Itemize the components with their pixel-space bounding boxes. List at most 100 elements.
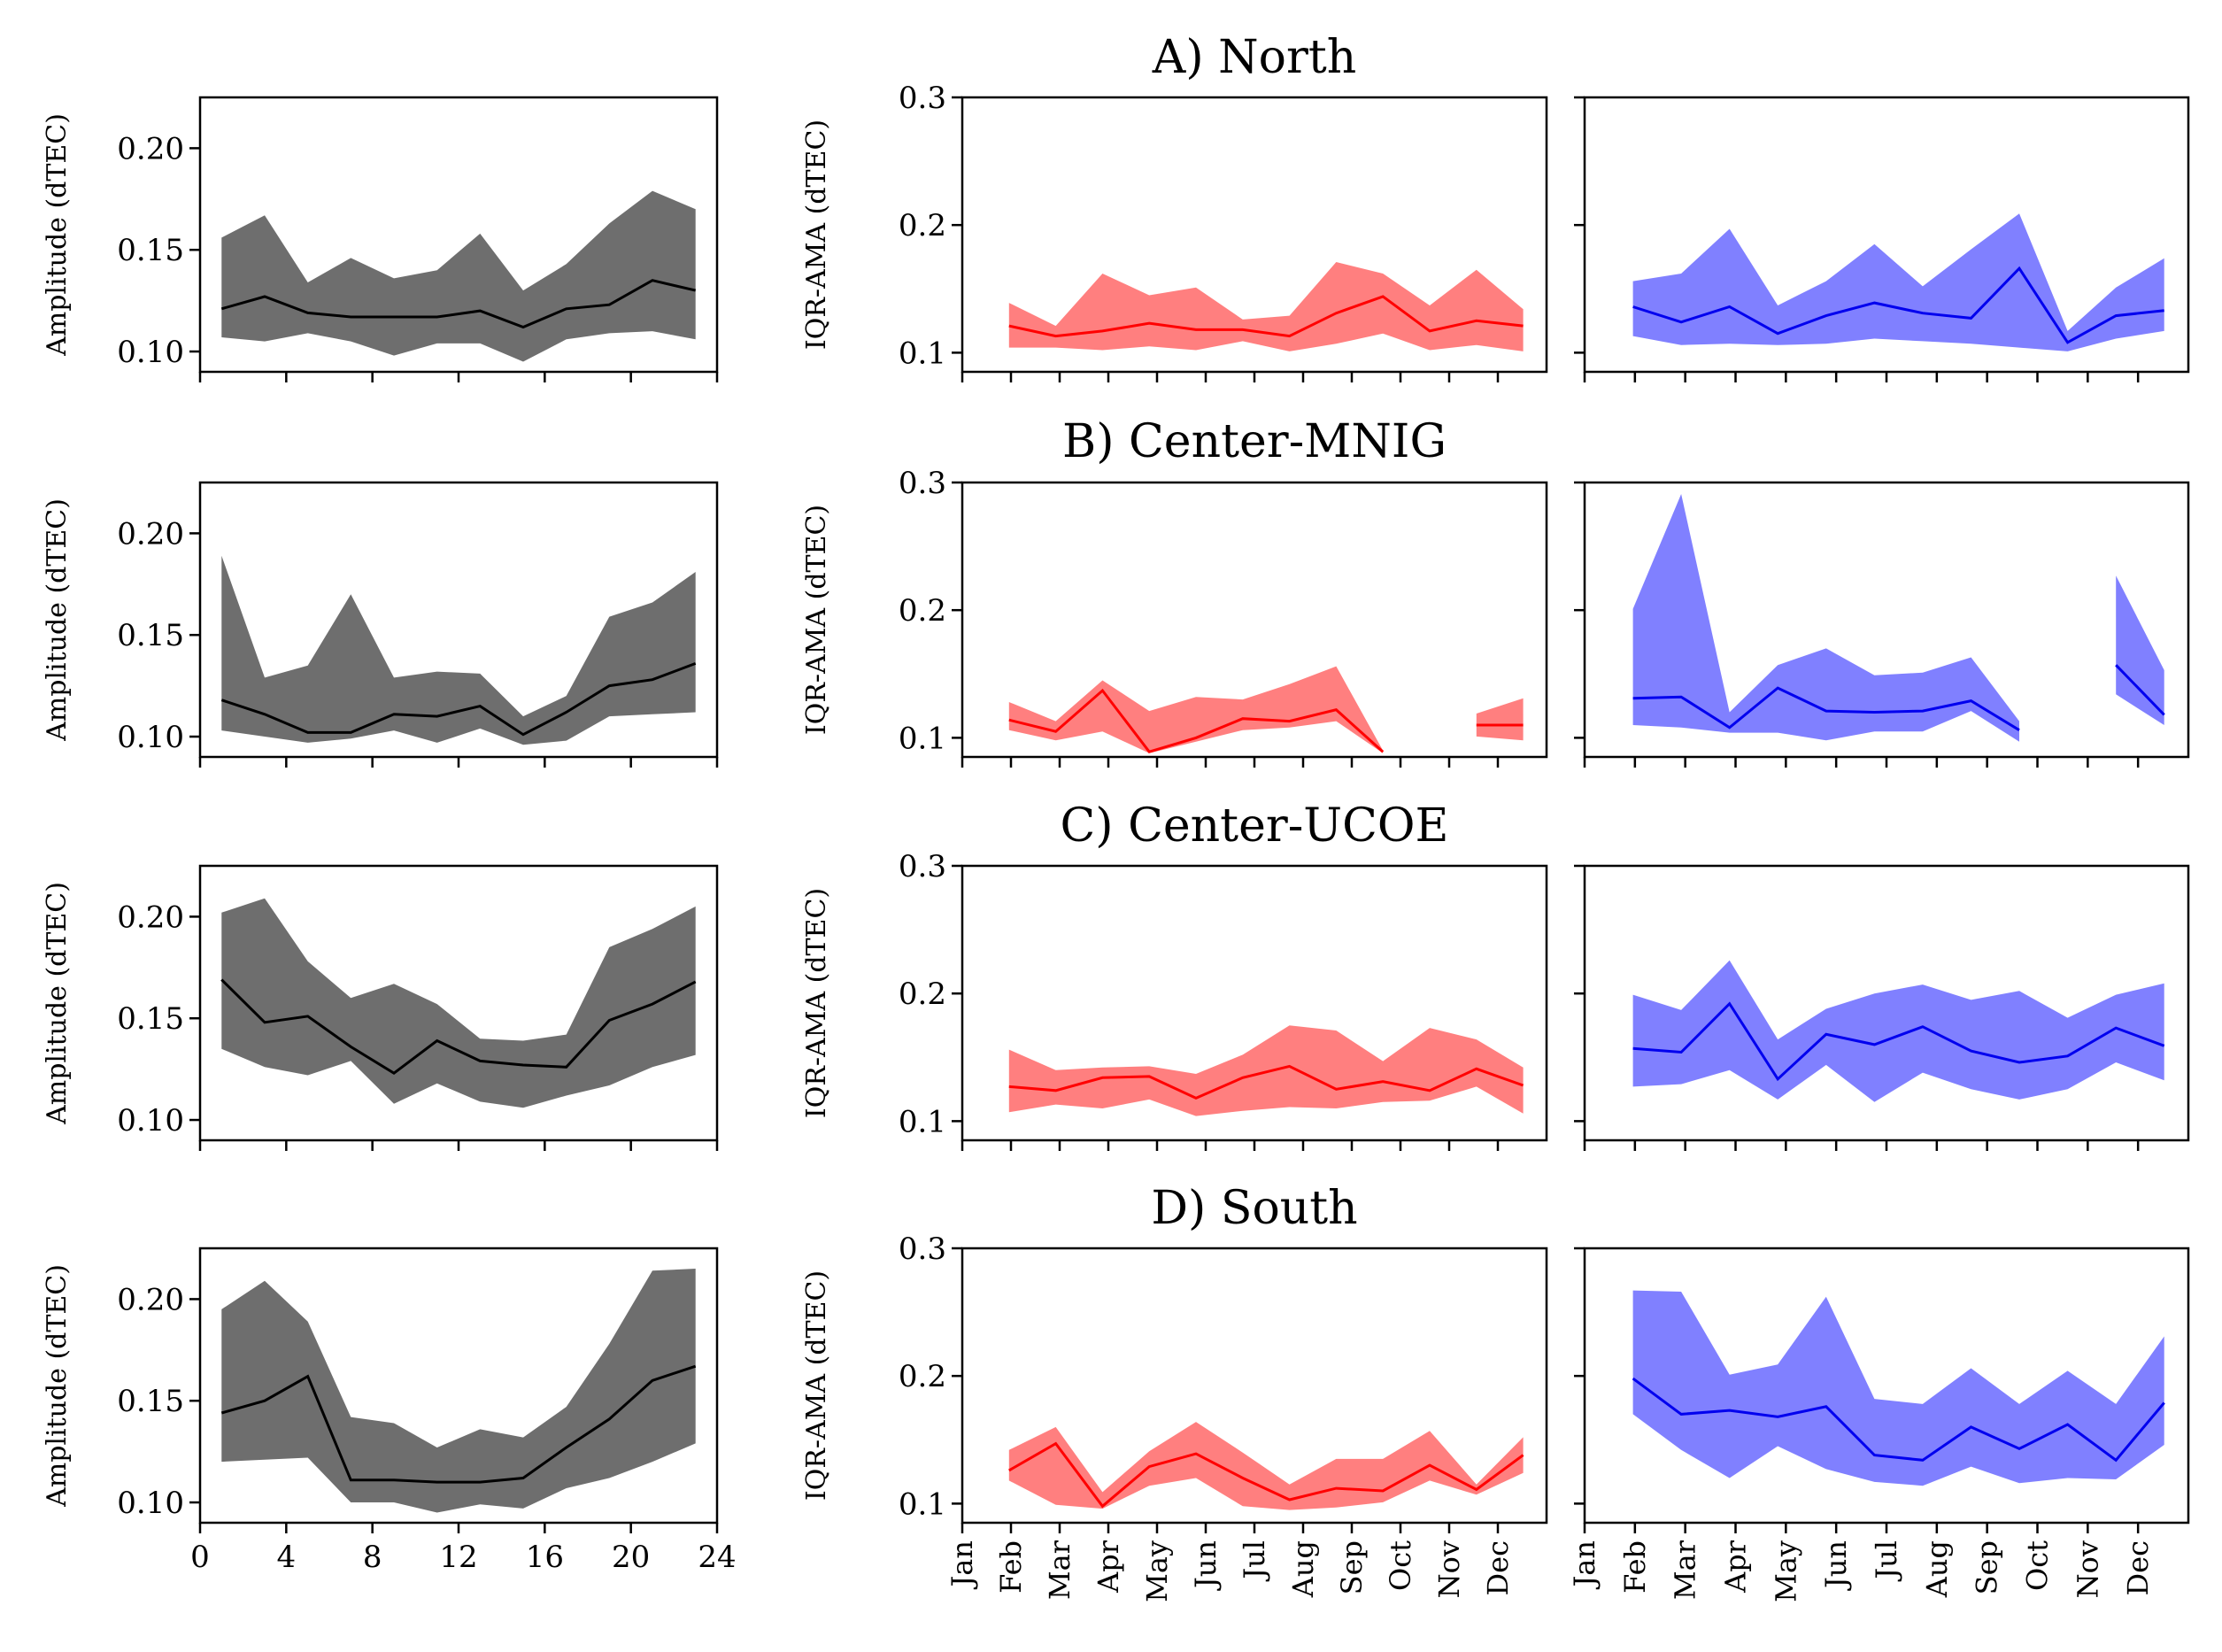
y-tick-label: 0.15 — [117, 1001, 184, 1037]
median-line — [1632, 1001, 2165, 1082]
panel-title: D) South — [1151, 1182, 1357, 1235]
y-axis-label: IQR-AMA (dTEC) — [801, 1270, 832, 1501]
iqr-band — [221, 190, 696, 362]
median-line — [1008, 688, 1385, 753]
month-tick-label: Oct — [1384, 1540, 1417, 1591]
y-tick-label: 0.15 — [117, 618, 184, 653]
x-tick-label: 16 — [526, 1540, 564, 1575]
month-tick-label: Oct — [2021, 1540, 2055, 1591]
month-tick-label: Sep — [1971, 1540, 2004, 1594]
panel-a-hourly: 0.10 0.15 0.20 Amplitude (dTEC) — [42, 96, 719, 382]
y-tick-label: 0.1 — [899, 1486, 946, 1522]
panel-d-monthly-middle: 0.1 0.2 0.3 IQR-AMA (dTEC) Jan Feb Mar Apr May Ju… — [801, 1231, 1548, 1602]
panel-a-monthly-middle: 0.1 0.2 0.3 IQR-AMA (dTEC) — [801, 81, 1548, 382]
median-line — [220, 978, 697, 1076]
x-tick-label: 12 — [439, 1540, 477, 1575]
median-line — [1008, 295, 1524, 338]
x-tick-label: 8 — [363, 1540, 382, 1575]
iqr-band — [221, 1269, 696, 1513]
y-tick-label: 0.20 — [117, 899, 184, 935]
y-tick-label: 0.1 — [899, 336, 946, 371]
month-tick-label: Feb — [1618, 1540, 1652, 1594]
y-axis-label: Amplitude (dTEC) — [42, 1264, 73, 1508]
month-tick-label: Aug — [1286, 1540, 1320, 1598]
y-tick-label: 0.15 — [117, 1384, 184, 1419]
y-tick-label: 0.3 — [899, 466, 946, 501]
iqr-band — [1632, 960, 2164, 1102]
panel-title: B) Center-MNIG — [1062, 415, 1447, 468]
iqr-band — [221, 898, 696, 1108]
y-tick-label: 0.2 — [899, 593, 946, 629]
month-tick-label: Jul — [1870, 1540, 1903, 1582]
iqr-band — [221, 555, 696, 745]
y-tick-label: 0.3 — [899, 81, 946, 116]
month-tick-label: Jan — [945, 1540, 979, 1590]
y-tick-label: 0.20 — [117, 1282, 184, 1317]
panel-d-monthly-right: Jan Feb Mar Apr May Jun Jul Aug Sep Oct Nov Dec — [1568, 1247, 2190, 1602]
median-line — [1632, 266, 2164, 344]
panel-b-monthly-middle: 0.1 0.2 0.3 IQR-AMA (dTEC) — [801, 466, 1548, 768]
median-line — [220, 661, 697, 737]
month-tick-label: Mar — [1669, 1540, 1702, 1600]
month-tick-label: Feb — [994, 1540, 1028, 1594]
iqr-band — [1008, 1422, 1524, 1510]
panel-title: A) North — [1152, 31, 1356, 84]
y-axis-label: Amplitude (dTEC) — [42, 113, 73, 357]
x-tick-label: 24 — [698, 1540, 736, 1575]
y-axis-label: IQR-AMA (dTEC) — [801, 888, 832, 1118]
y-tick-label: 0.1 — [899, 721, 946, 756]
y-tick-label: 0.10 — [117, 1103, 184, 1139]
x-tick-label: 20 — [612, 1540, 650, 1575]
month-tick-label: Jul — [1238, 1540, 1271, 1582]
iqr-band — [1632, 1290, 2164, 1486]
y-tick-label: 0.3 — [899, 1231, 946, 1267]
y-axis-label: IQR-AMA (dTEC) — [801, 505, 832, 735]
panel-a-monthly-right — [1574, 96, 2190, 382]
y-tick-label: 0.15 — [117, 233, 184, 268]
month-tick-label: Apr — [1092, 1540, 1125, 1594]
iqr-band — [1632, 213, 2164, 351]
y-tick-label: 0.10 — [117, 335, 184, 370]
y-tick-label: 0.2 — [899, 1359, 946, 1394]
panel-c-monthly-middle: 0.1 0.2 0.3 IQR-AMA (dTEC) — [801, 849, 1548, 1151]
x-tick-label: 0 — [190, 1540, 210, 1575]
month-tick-label: May — [1769, 1540, 1802, 1602]
month-tick-label: Nov — [1432, 1540, 1466, 1598]
iqr-band — [1008, 262, 1524, 351]
median-line — [1632, 686, 2020, 731]
month-tick-label: Apr — [1719, 1540, 1753, 1594]
y-tick-label: 0.20 — [117, 131, 184, 166]
month-tick-label: Sep — [1335, 1540, 1369, 1594]
month-tick-label: Jun — [1819, 1540, 1853, 1591]
y-tick-label: 0.3 — [899, 849, 946, 884]
month-tick-label: Nov — [2071, 1540, 2104, 1598]
median-line — [1008, 1064, 1524, 1100]
x-tick-label: 4 — [277, 1540, 297, 1575]
panel-title: C) Center-UCOE — [1061, 799, 1449, 853]
month-tick-label: Jan — [1568, 1540, 1601, 1590]
y-tick-label: 0.20 — [117, 516, 184, 552]
panel-b-hourly: 0.10 0.15 0.20 Amplitude (dTEC) — [42, 481, 719, 768]
median-line — [1008, 1441, 1524, 1509]
y-tick-label: 0.2 — [899, 208, 946, 243]
y-tick-label: 0.10 — [117, 1486, 184, 1521]
median-line — [220, 1364, 697, 1484]
month-tick-label: Jun — [1189, 1540, 1223, 1591]
y-tick-label: 0.2 — [899, 977, 946, 1012]
median-line — [1632, 1377, 2165, 1463]
panel-c-hourly: 0.10 0.15 0.20 Amplitude (dTEC) — [42, 864, 719, 1151]
month-tick-label: May — [1140, 1540, 1174, 1602]
iqr-band — [1476, 698, 1524, 741]
median-line — [2115, 664, 2165, 716]
median-line — [220, 279, 697, 329]
panel-b-monthly-right — [1574, 481, 2190, 768]
y-axis-label: Amplitude (dTEC) — [42, 882, 73, 1125]
panel-d-hourly: 0.10 0.15 0.20 Amplitude (dTEC) 0 4 8 12 16 20 24 — [42, 1247, 737, 1575]
y-axis-label: IQR-AMA (dTEC) — [801, 120, 832, 350]
y-tick-label: 0.10 — [117, 720, 184, 755]
y-tick-label: 0.1 — [899, 1104, 946, 1139]
month-tick-label: Mar — [1043, 1540, 1076, 1600]
iqr-band — [1008, 666, 1384, 753]
iqr-band — [2116, 575, 2164, 725]
